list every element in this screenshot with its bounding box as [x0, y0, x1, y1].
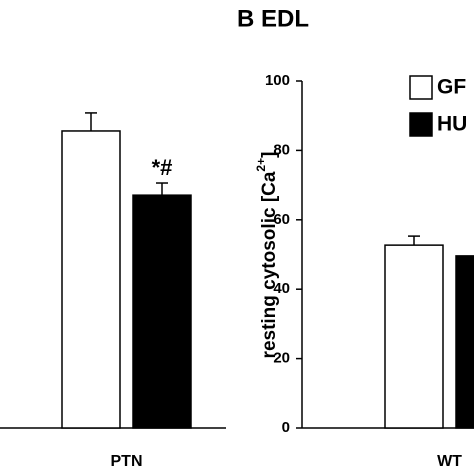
y-tick-label: 60: [273, 211, 290, 228]
y-axis-label: resting cytosolic [Ca2+]: [254, 152, 280, 359]
y-label-sup: 2+: [254, 158, 268, 172]
y-tick-label: 40: [273, 280, 290, 297]
y-tick-label: 80: [273, 141, 290, 158]
legend-swatch: [409, 112, 433, 137]
panel-title: B EDL: [237, 5, 309, 32]
bar: [384, 244, 444, 429]
legend-label: GF: [437, 76, 466, 99]
y-label-main: resting cytosolic [Ca: [259, 171, 280, 358]
legend-swatch: [409, 75, 433, 100]
y-tick-label: 20: [273, 350, 290, 367]
x-tick-label: PTN: [111, 453, 143, 470]
y-tick-label: 100: [265, 72, 290, 89]
bar: [132, 194, 192, 429]
bar: [455, 255, 474, 429]
y-label-end: ]: [259, 152, 280, 158]
x-tick-label: WT: [437, 453, 462, 470]
y-tick-label: 0: [282, 419, 290, 436]
annotation: *#: [152, 155, 173, 180]
legend-label: HU: [437, 113, 467, 136]
bar: [61, 130, 121, 429]
